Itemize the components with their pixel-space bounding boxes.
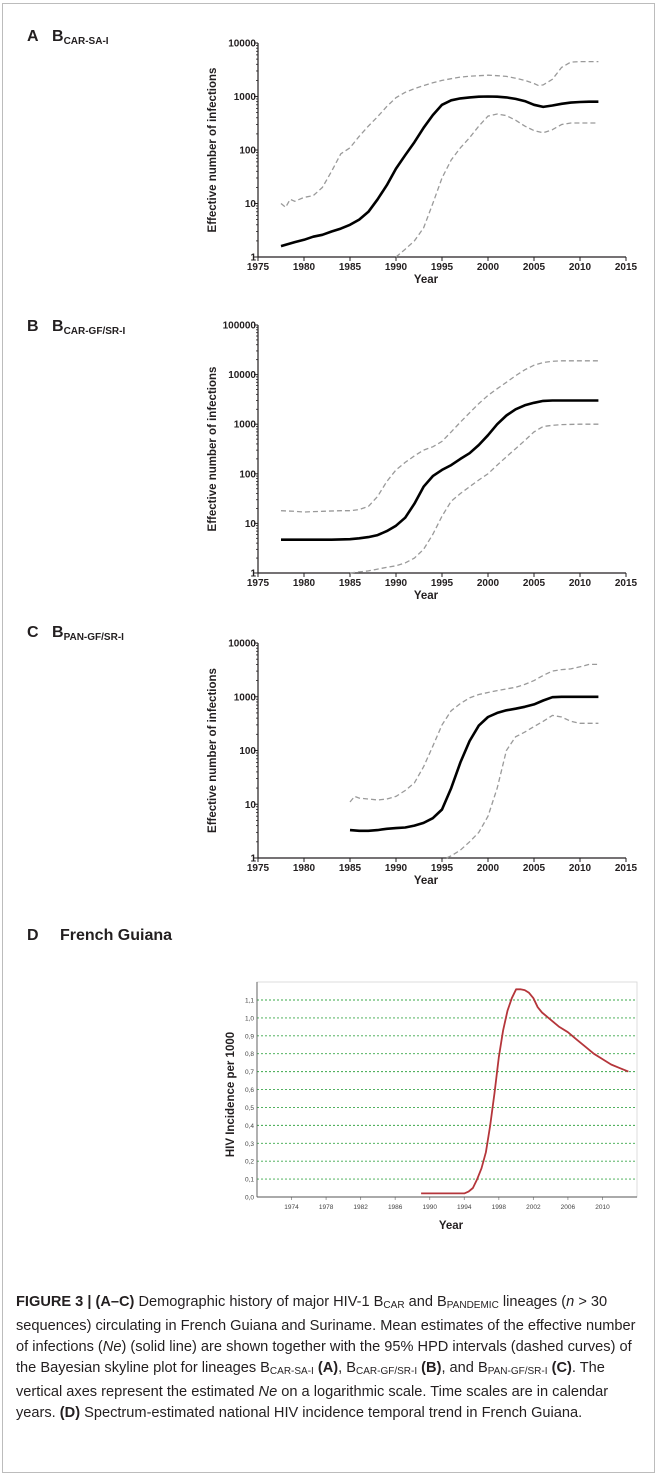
figure-caption: FIGURE 3 | (A–C) Demographic history of … bbox=[16, 1294, 636, 1421]
y-tick-label: 1000 bbox=[234, 692, 257, 703]
x-tick-label: 1995 bbox=[431, 863, 454, 874]
y-tick-label: 0,3 bbox=[245, 1141, 254, 1148]
panel-b-letter: B bbox=[27, 318, 39, 335]
x-tick-label: 2005 bbox=[523, 578, 546, 589]
series-lower_95_hpd bbox=[395, 113, 599, 258]
x-tick-label: 1974 bbox=[284, 1204, 299, 1211]
x-tick-label: 1995 bbox=[431, 578, 454, 589]
chart-c: 1 10 100 1000 10000 1975 1980 1985 1990 1995 2000 2… bbox=[207, 639, 638, 888]
panel-a-letter: A bbox=[27, 28, 39, 45]
y-axis-label: Effective number of infections bbox=[207, 367, 219, 532]
y-tick-label: 1 bbox=[250, 253, 256, 264]
series-mean bbox=[280, 95, 599, 248]
x-tick-label: 1990 bbox=[385, 262, 408, 273]
series-lower_95_hpd bbox=[446, 714, 599, 859]
series-incidence bbox=[421, 988, 629, 1195]
x-tick-label: 2006 bbox=[561, 1204, 576, 1211]
x-tick-label: 1980 bbox=[293, 578, 316, 589]
y-tick-label: 1 bbox=[250, 854, 256, 865]
x-tick-label: 2000 bbox=[477, 578, 500, 589]
x-tick-label: 1982 bbox=[353, 1204, 368, 1211]
y-tick-label: 1,1 bbox=[245, 998, 254, 1005]
x-tick-label: 1975 bbox=[247, 262, 270, 273]
panel-a-title: BCAR-SA-I bbox=[52, 28, 109, 47]
x-tick-label: 1975 bbox=[247, 578, 270, 589]
y-tick-label: 0,1 bbox=[245, 1177, 254, 1184]
x-tick-label: 1975 bbox=[247, 863, 270, 874]
panel-d-title: French Guiana bbox=[60, 927, 173, 944]
y-tick-label: 0,0 bbox=[245, 1195, 254, 1202]
x-tick-label: 1990 bbox=[385, 578, 408, 589]
x-tick-label: 1990 bbox=[385, 863, 408, 874]
y-tick-label: 1,0 bbox=[245, 1015, 254, 1022]
y-axis-label: HIV Incidence per 1000 bbox=[225, 1032, 237, 1157]
series-upper_95_hpd bbox=[349, 663, 599, 803]
x-tick-label: 2002 bbox=[526, 1204, 541, 1211]
x-tick-label: 1994 bbox=[457, 1204, 472, 1211]
panel-d-letter: D bbox=[27, 927, 39, 944]
x-tick-label: 2010 bbox=[569, 863, 592, 874]
y-tick-label: 10000 bbox=[228, 39, 256, 50]
y-tick-label: 1 bbox=[250, 569, 256, 580]
x-tick-label: 1990 bbox=[422, 1204, 437, 1211]
y-tick-label: 0,7 bbox=[245, 1069, 254, 1076]
y-tick-label: 0,6 bbox=[245, 1087, 254, 1094]
x-tick-label: 2000 bbox=[477, 863, 500, 874]
series-lower_95_hpd bbox=[349, 423, 599, 574]
panel-b-title: BCAR-GF/SR-I bbox=[52, 318, 126, 337]
y-tick-label: 100 bbox=[239, 146, 256, 157]
y-tick-label: 10 bbox=[245, 519, 257, 530]
x-tick-label: 1980 bbox=[293, 262, 316, 273]
x-tick-label: 1980 bbox=[293, 863, 316, 874]
x-tick-label: 1986 bbox=[388, 1204, 403, 1211]
x-axis-label: Year bbox=[439, 1220, 464, 1232]
y-tick-label: 1000 bbox=[234, 420, 257, 431]
chart-d: 0,0 0,1 0,2 0,3 0,4 0,5 0,6 0,7 0,8 0,9 1,0 1,1 1974… bbox=[225, 981, 638, 1232]
y-tick-label: 10 bbox=[245, 800, 257, 811]
series-upper_95_hpd bbox=[280, 60, 599, 209]
y-tick-label: 0,4 bbox=[245, 1123, 254, 1130]
y-tick-label: 10000 bbox=[228, 639, 256, 650]
y-tick-label: 0,2 bbox=[245, 1159, 254, 1166]
x-axis-label: Year bbox=[414, 590, 439, 602]
y-tick-label: 0,9 bbox=[245, 1033, 254, 1040]
x-tick-label: 2010 bbox=[569, 262, 592, 273]
x-tick-label: 2000 bbox=[477, 262, 500, 273]
x-tick-label: 2010 bbox=[595, 1204, 610, 1211]
x-tick-label: 2005 bbox=[523, 863, 546, 874]
x-axis-label: Year bbox=[414, 274, 439, 286]
x-tick-label: 1995 bbox=[431, 262, 454, 273]
chart-a: 1 10 100 1000 10000 1975 1980 1985 1990 1995 2000 2… bbox=[207, 39, 638, 287]
figure-frame bbox=[2, 3, 655, 1473]
panel-c-title: BPAN-GF/SR-I bbox=[52, 624, 124, 643]
y-tick-label: 100 bbox=[239, 469, 256, 480]
x-tick-label: 1985 bbox=[339, 863, 362, 874]
y-tick-label: 0,5 bbox=[245, 1105, 254, 1112]
x-tick-label: 2015 bbox=[615, 863, 638, 874]
y-tick-label: 0,8 bbox=[245, 1051, 254, 1058]
x-tick-label: 1985 bbox=[339, 578, 362, 589]
y-tick-label: 100 bbox=[239, 746, 256, 757]
y-axis-label: Effective number of infections bbox=[207, 668, 219, 833]
x-tick-label: 2015 bbox=[615, 262, 638, 273]
x-tick-label: 2005 bbox=[523, 262, 546, 273]
series-mean bbox=[281, 399, 599, 542]
series-upper_95_hpd bbox=[280, 360, 599, 513]
x-axis-label: Year bbox=[414, 875, 439, 887]
y-tick-label: 10000 bbox=[228, 370, 256, 381]
x-tick-label: 1978 bbox=[319, 1204, 334, 1211]
panel-c-letter: C bbox=[27, 624, 39, 641]
x-tick-label: 2010 bbox=[569, 578, 592, 589]
chart-b: 1 10 100 1000 10000 100000 1975 1980 1985 1990 199… bbox=[207, 321, 638, 603]
x-tick-label: 2015 bbox=[615, 578, 638, 589]
x-tick-label: 1985 bbox=[339, 262, 362, 273]
y-tick-label: 1000 bbox=[234, 92, 257, 103]
series-mean bbox=[349, 695, 599, 833]
x-tick-label: 1998 bbox=[492, 1204, 507, 1211]
y-tick-label: 10 bbox=[245, 199, 257, 210]
y-axis-label: Effective number of infections bbox=[207, 68, 219, 233]
y-tick-label: 100000 bbox=[223, 321, 257, 332]
